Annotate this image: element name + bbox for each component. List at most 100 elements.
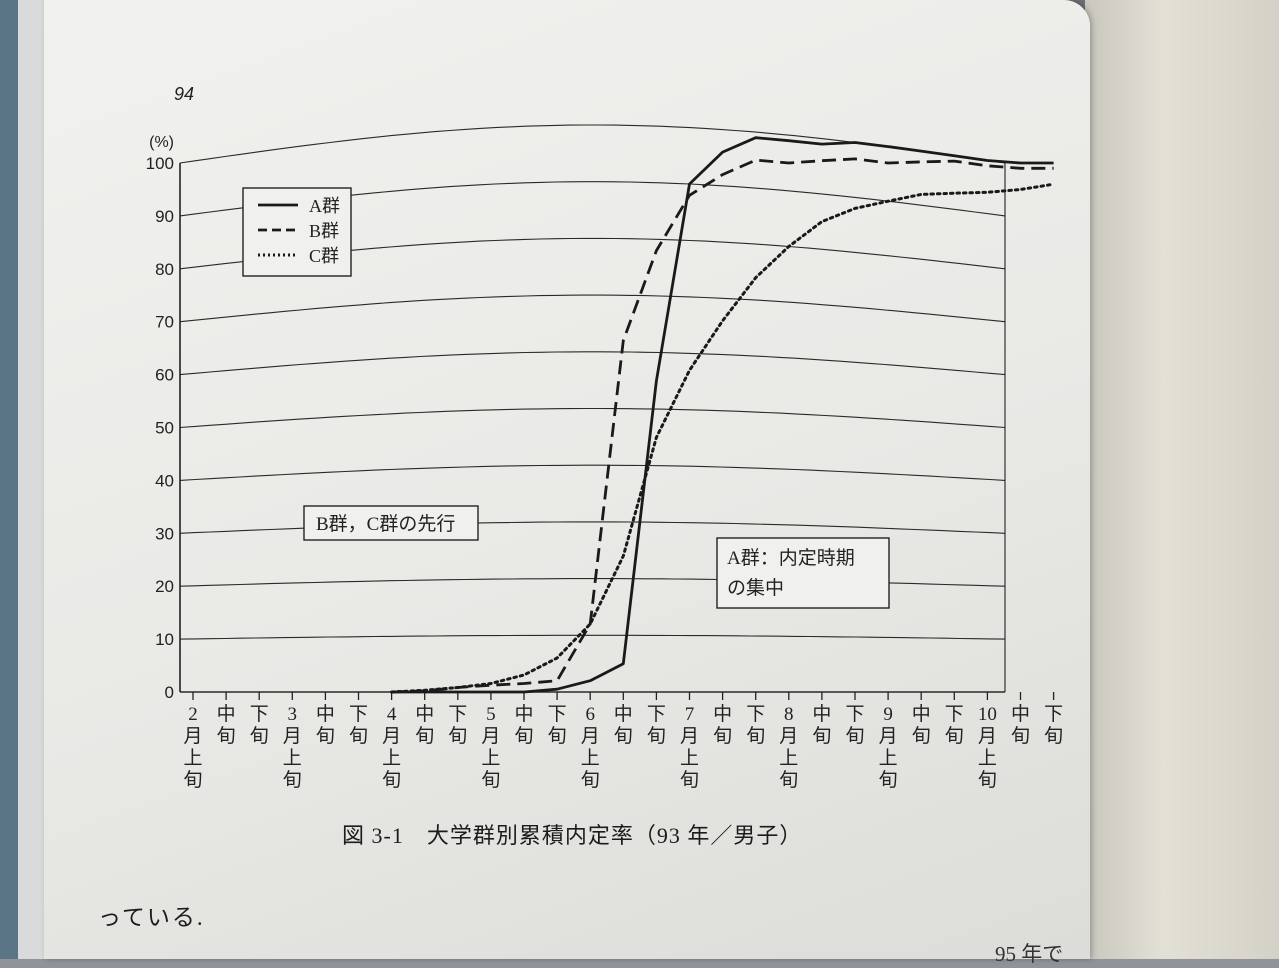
x-tick-label: 旬 xyxy=(217,725,236,747)
gridline xyxy=(179,124,1006,164)
x-tick-label: 月 xyxy=(382,726,401,747)
y-tick-label: 30 xyxy=(155,524,174,543)
x-tick-label: 下 xyxy=(647,704,666,725)
x-tick-label: 下 xyxy=(746,704,765,725)
book-page xyxy=(44,0,1090,959)
x-tick-label: 下 xyxy=(845,704,864,725)
gridline xyxy=(179,294,1006,323)
figure-caption: 図 3-1 大学群別累積内定率（93 年／男子） xyxy=(342,823,803,848)
y-tick-label: 10 xyxy=(155,630,174,649)
x-tick-label: 旬 xyxy=(316,725,335,747)
annotation-box xyxy=(303,505,479,541)
x-tick-label: 下 xyxy=(349,704,368,725)
x-tick-label: 旬 xyxy=(779,769,798,791)
gridline xyxy=(179,407,1006,429)
annotation-text: A群：内定時期 xyxy=(727,547,855,569)
x-tick-label: 旬 xyxy=(514,725,533,747)
x-tick-label: 中 xyxy=(614,703,633,725)
annotation-text: の集中 xyxy=(727,577,784,599)
x-tick-label: 4 xyxy=(387,704,397,725)
x-tick-label: 上 xyxy=(183,747,202,769)
x-tick-label: 5 xyxy=(486,704,496,725)
legend-box xyxy=(242,187,352,277)
x-tick-label: 旬 xyxy=(945,725,964,747)
body-text: っている. xyxy=(98,905,205,930)
x-tick-label: 旬 xyxy=(746,725,765,747)
x-tick-label: 旬 xyxy=(250,725,269,747)
x-tick-label: 月 xyxy=(481,726,500,747)
annotation-box xyxy=(716,537,890,609)
page-number: 94 xyxy=(174,84,195,104)
series-line xyxy=(391,136,1054,694)
x-tick-label: 旬 xyxy=(581,769,600,791)
x-tick-label: 月 xyxy=(978,726,997,747)
gridline xyxy=(179,634,1006,640)
right-page-background xyxy=(1085,0,1279,959)
x-tick-label: 旬 xyxy=(349,725,368,747)
x-tick-label: 旬 xyxy=(1044,725,1063,747)
x-tick-label: 7 xyxy=(685,704,695,725)
x-tick-label: 下 xyxy=(250,704,269,725)
x-tick-label: 上 xyxy=(779,747,798,769)
x-tick-label: 上 xyxy=(581,747,600,769)
series-line xyxy=(391,157,1054,694)
x-tick-label: 月 xyxy=(779,726,798,747)
x-tick-label: 上 xyxy=(680,747,699,769)
x-tick-label: 月 xyxy=(879,726,898,747)
x-tick-label: 旬 xyxy=(183,769,202,791)
x-tick-label: 2 xyxy=(188,704,198,725)
series-line xyxy=(390,182,1056,694)
x-tick-label: 8 xyxy=(784,704,794,725)
x-tick-label: 中 xyxy=(316,703,335,725)
x-tick-label: 旬 xyxy=(448,725,467,747)
x-tick-label: 3 xyxy=(288,704,298,725)
x-tick-label: 下 xyxy=(945,704,964,725)
x-tick-label: 月 xyxy=(581,726,600,747)
y-tick-label: 70 xyxy=(155,313,174,332)
y-tick-label: 60 xyxy=(155,366,174,385)
x-tick-label: 旬 xyxy=(415,725,434,747)
x-tick-label: 下 xyxy=(448,704,467,725)
x-tick-label: 下 xyxy=(1044,704,1063,725)
x-tick-label: 上 xyxy=(978,747,997,769)
x-tick-label: 6 xyxy=(585,704,595,725)
x-tick-label: 旬 xyxy=(382,769,401,791)
left-background xyxy=(0,0,48,959)
x-tick-label: 下 xyxy=(548,704,567,725)
y-unit-label: (%) xyxy=(149,134,174,151)
x-tick-label: 中 xyxy=(713,703,732,725)
y-tick-label: 0 xyxy=(165,683,174,702)
x-tick-label: 月 xyxy=(183,726,202,747)
x-tick-label: 上 xyxy=(481,747,500,769)
y-tick-label: 90 xyxy=(155,207,174,226)
x-tick-label: 旬 xyxy=(812,725,831,747)
x-tick-label: 中 xyxy=(812,703,831,725)
x-tick-label: 月 xyxy=(680,726,699,747)
x-tick-label: 旬 xyxy=(283,769,302,791)
x-tick-label: 旬 xyxy=(680,769,699,791)
x-tick-label: 9 xyxy=(883,704,893,725)
legend-label: B群 xyxy=(309,221,339,241)
x-tick-label: 旬 xyxy=(647,725,666,747)
x-tick-label: 中 xyxy=(415,703,434,725)
x-tick-label: 上 xyxy=(879,747,898,769)
x-tick-label: 旬 xyxy=(912,725,931,747)
y-tick-label: 40 xyxy=(155,471,174,490)
x-tick-label: 中 xyxy=(514,703,533,725)
x-tick-label: 旬 xyxy=(481,769,500,791)
gridline xyxy=(179,351,1006,376)
annotation-text: B群，C群の先行 xyxy=(316,513,455,535)
x-tick-label: 上 xyxy=(283,747,302,769)
x-tick-label: 旬 xyxy=(845,725,864,747)
x-tick-label: 旬 xyxy=(614,725,633,747)
x-tick-label: 旬 xyxy=(879,769,898,791)
y-tick-label: 100 xyxy=(146,154,174,173)
x-tick-label: 中 xyxy=(217,703,236,725)
x-tick-label: 旬 xyxy=(713,725,732,747)
y-tick-label: 50 xyxy=(155,419,174,438)
x-tick-label: 中 xyxy=(912,703,931,725)
x-tick-label: 旬 xyxy=(1011,725,1030,747)
x-tick-label: 月 xyxy=(283,726,302,747)
x-tick-label: 中 xyxy=(1011,703,1030,725)
